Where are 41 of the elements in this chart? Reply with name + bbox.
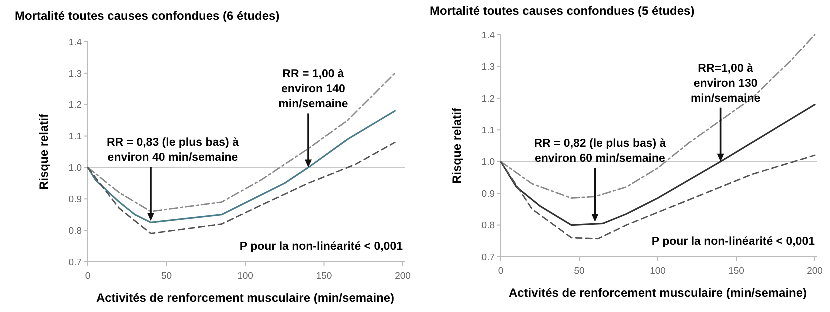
x-axis-title: Activités de renforcement musculaire (min/semaine) [508,286,808,300]
y-tick-label: 1.2 [68,100,82,112]
y-tick-label: 1.0 [68,163,82,174]
y-tick-label: 0.8 [482,220,495,232]
x-tick-label: 150 [316,271,332,282]
annotation: P pour la non-linéarité < 0,001 [240,241,404,253]
line-series [500,34,816,200]
annotation: RR = 0,83 (le plus bas) à environ 40 min/semaine [107,137,240,164]
x-tick-label: 200 [395,271,411,282]
x-tick-label: 50 [574,266,585,277]
y-tick-label: 1.1 [482,125,495,136]
y-axis-title: Risque relatif [37,112,51,190]
x-tick-label: 50 [161,271,172,282]
x-tick-label: 0 [85,271,91,282]
annotation: RR = 1,00 à environ 140 min/semaine [278,68,348,111]
y-tick-label: 1.4 [482,30,495,42]
line-series [87,110,396,224]
y-tick-label: 0.7 [68,257,82,268]
y-axis-title: Risque relatif [450,106,464,184]
y-tick-label: 1.4 [68,37,82,48]
x-tick-label: 0 [498,266,504,277]
y-tick-label: 0.9 [68,194,82,206]
y-tick-label: 0.8 [68,226,82,237]
y-tick-label: 0.7 [482,252,495,264]
x-tick-label: 150 [728,266,744,277]
chart-title: Mortalité toutes causes confondues (5 études) [430,4,695,18]
y-tick-label: 1.1 [68,132,82,143]
y-tick-label: 1.2 [482,94,495,105]
x-tick-label: 200 [807,266,823,277]
annotation: RR=1,00 à environ 130 min/semaine [690,62,761,105]
y-tick-label: 1.3 [68,68,82,80]
y-tick-label: 1.3 [482,62,495,74]
x-tick-label: 100 [650,266,666,277]
line-series [500,104,816,226]
chart-title: Mortalité toutes causes confondues (6 études) [15,9,280,23]
annotation: RR = 0,82 (le plus bas) à environ 60 min/semaine [534,138,667,166]
y-tick-label: 0.9 [482,188,495,200]
x-axis-title: Activités de renforcement musculaire (min/semaine) [96,291,395,305]
y-tick-label: 1.0 [482,157,495,168]
x-tick-label: 100 [238,271,254,282]
annotation: P pour la non-linéarité < 0,001 [652,236,816,248]
